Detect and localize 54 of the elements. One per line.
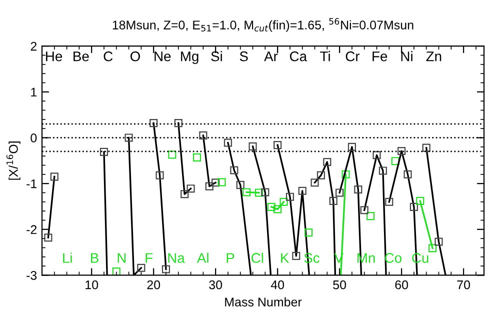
chart-title: 18Msun, Z=0, E$_{51}$=1.0, M$_{cut}$(fin)=1.65, $^{56}$Ni=0.07Msun [112,18,414,32]
point [218,178,226,186]
point [267,202,276,211]
annotation: Be [74,52,89,62]
annotation: Fe [372,52,388,62]
annotation: Ca [290,51,308,62]
annotation: P [226,253,234,263]
annotation: N [118,253,126,263]
x-tick-label: 30 [209,280,222,290]
annotation: Ar [264,52,278,62]
annotation: Zn [426,52,442,62]
x-tick-label: 10 [86,280,98,290]
annotation: Cl [252,252,264,263]
annotation: Mg [181,52,198,64]
annotation: Cr [346,51,360,62]
y-tick-label: 0 [30,134,37,142]
annotation: Ni [401,51,412,62]
point [342,170,350,178]
x-tick-label: 70 [457,280,470,290]
annotation: Ti [320,51,330,62]
point [416,196,424,205]
y-axis-title: [X/$^{16}$O] [6,142,20,180]
annotation: F [146,253,152,263]
annotation: O [130,51,140,62]
x-axis-title: Mass Number [225,297,302,306]
annotation: He [46,52,62,62]
y-tick-label: -3 [26,271,37,280]
point [304,228,313,237]
annotation: Li [63,252,72,263]
annotation: Ne [154,52,171,62]
y-tick-label: -2 [26,225,37,234]
annotation: B [91,253,98,263]
annotation: K [281,253,290,263]
x-tick-label: 50 [333,280,346,290]
x-tick-label: 40 [270,280,284,290]
x-tick-label: 20 [147,280,160,290]
point [168,150,176,159]
annotation: S [240,51,248,62]
annotation: C [104,51,113,62]
y-tick-label: 2 [30,42,37,51]
point [192,153,202,162]
x-tick-label: 60 [395,280,408,290]
point [254,188,263,197]
y-tick-label: 1 [31,88,37,96]
point [391,157,400,166]
point [366,212,375,220]
point [428,244,437,252]
annotation: Si [211,51,222,62]
y-tick-label: -1 [26,179,37,188]
point [242,188,251,196]
point [280,198,288,206]
point [274,205,282,214]
annotation: Na [168,253,185,263]
annotation: Al [196,252,208,263]
